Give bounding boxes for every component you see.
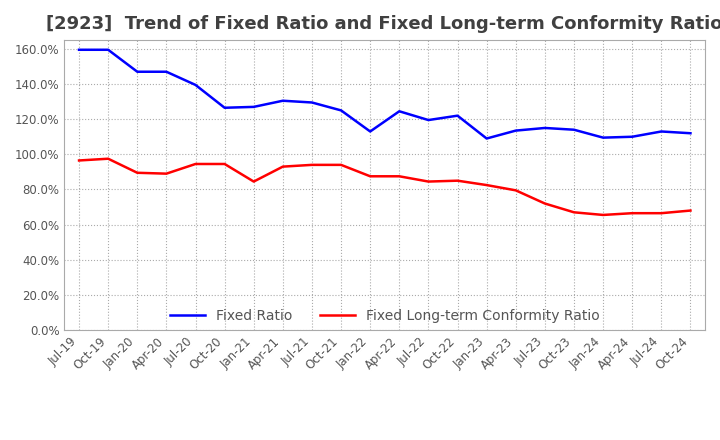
Fixed Ratio — [424, 117, 433, 123]
Fixed Ratio — [307, 100, 316, 105]
Title: [2923]  Trend of Fixed Ratio and Fixed Long-term Conformity Ratio: [2923] Trend of Fixed Ratio and Fixed Lo… — [47, 15, 720, 33]
Fixed Long-term Conformity Ratio — [162, 171, 171, 176]
Fixed Long-term Conformity Ratio — [75, 158, 84, 163]
Fixed Long-term Conformity Ratio — [541, 201, 549, 206]
Fixed Long-term Conformity Ratio — [104, 156, 112, 161]
Fixed Ratio — [249, 104, 258, 110]
Fixed Long-term Conformity Ratio — [395, 174, 404, 179]
Fixed Ratio — [599, 135, 608, 140]
Fixed Ratio — [541, 125, 549, 131]
Fixed Long-term Conformity Ratio — [249, 179, 258, 184]
Fixed Long-term Conformity Ratio — [133, 170, 142, 176]
Fixed Long-term Conformity Ratio — [220, 161, 229, 167]
Fixed Long-term Conformity Ratio — [482, 183, 491, 188]
Fixed Long-term Conformity Ratio — [192, 161, 200, 167]
Fixed Ratio — [511, 128, 520, 133]
Fixed Long-term Conformity Ratio — [307, 162, 316, 168]
Legend: Fixed Ratio, Fixed Long-term Conformity Ratio: Fixed Ratio, Fixed Long-term Conformity … — [164, 304, 605, 329]
Fixed Ratio — [628, 134, 636, 139]
Fixed Long-term Conformity Ratio — [599, 213, 608, 218]
Fixed Ratio — [75, 47, 84, 52]
Fixed Long-term Conformity Ratio — [366, 174, 374, 179]
Fixed Ratio — [482, 136, 491, 141]
Fixed Long-term Conformity Ratio — [279, 164, 287, 169]
Fixed Long-term Conformity Ratio — [337, 162, 346, 168]
Fixed Ratio — [162, 69, 171, 74]
Fixed Ratio — [337, 108, 346, 113]
Fixed Ratio — [453, 113, 462, 118]
Fixed Long-term Conformity Ratio — [453, 178, 462, 183]
Fixed Ratio — [657, 129, 666, 134]
Fixed Long-term Conformity Ratio — [424, 179, 433, 184]
Fixed Ratio — [133, 69, 142, 74]
Fixed Ratio — [192, 82, 200, 88]
Fixed Long-term Conformity Ratio — [511, 188, 520, 193]
Fixed Ratio — [395, 109, 404, 114]
Fixed Ratio — [104, 47, 112, 52]
Fixed Ratio — [686, 131, 695, 136]
Fixed Long-term Conformity Ratio — [657, 211, 666, 216]
Fixed Ratio — [279, 98, 287, 103]
Fixed Ratio — [570, 127, 578, 132]
Line: Fixed Ratio: Fixed Ratio — [79, 50, 690, 139]
Line: Fixed Long-term Conformity Ratio: Fixed Long-term Conformity Ratio — [79, 159, 690, 215]
Fixed Ratio — [366, 129, 374, 134]
Fixed Long-term Conformity Ratio — [686, 208, 695, 213]
Fixed Long-term Conformity Ratio — [628, 211, 636, 216]
Fixed Ratio — [220, 105, 229, 110]
Fixed Long-term Conformity Ratio — [570, 210, 578, 215]
